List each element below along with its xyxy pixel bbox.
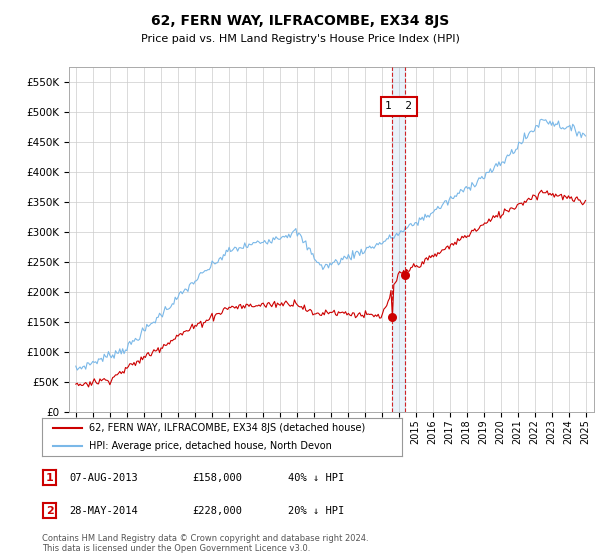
Text: HPI: Average price, detached house, North Devon: HPI: Average price, detached house, Nort… [89, 441, 332, 451]
Text: £228,000: £228,000 [192, 506, 242, 516]
Point [401, 270, 410, 279]
Text: 20% ↓ HPI: 20% ↓ HPI [288, 506, 344, 516]
Text: 1: 1 [46, 473, 53, 483]
Bar [392, 67, 406, 412]
Text: 07-AUG-2013: 07-AUG-2013 [69, 473, 138, 483]
Text: 2: 2 [46, 506, 53, 516]
Text: £158,000: £158,000 [192, 473, 242, 483]
Point [387, 312, 397, 321]
Text: 1  2: 1 2 [385, 101, 412, 111]
Text: Contains HM Land Registry data © Crown copyright and database right 2024.
This d: Contains HM Land Registry data © Crown c… [42, 534, 368, 553]
Text: Price paid vs. HM Land Registry's House Price Index (HPI): Price paid vs. HM Land Registry's House … [140, 34, 460, 44]
Text: 28-MAY-2014: 28-MAY-2014 [69, 506, 138, 516]
Text: 62, FERN WAY, ILFRACOMBE, EX34 8JS (detached house): 62, FERN WAY, ILFRACOMBE, EX34 8JS (deta… [89, 423, 365, 433]
Text: 62, FERN WAY, ILFRACOMBE, EX34 8JS: 62, FERN WAY, ILFRACOMBE, EX34 8JS [151, 14, 449, 28]
Text: 40% ↓ HPI: 40% ↓ HPI [288, 473, 344, 483]
